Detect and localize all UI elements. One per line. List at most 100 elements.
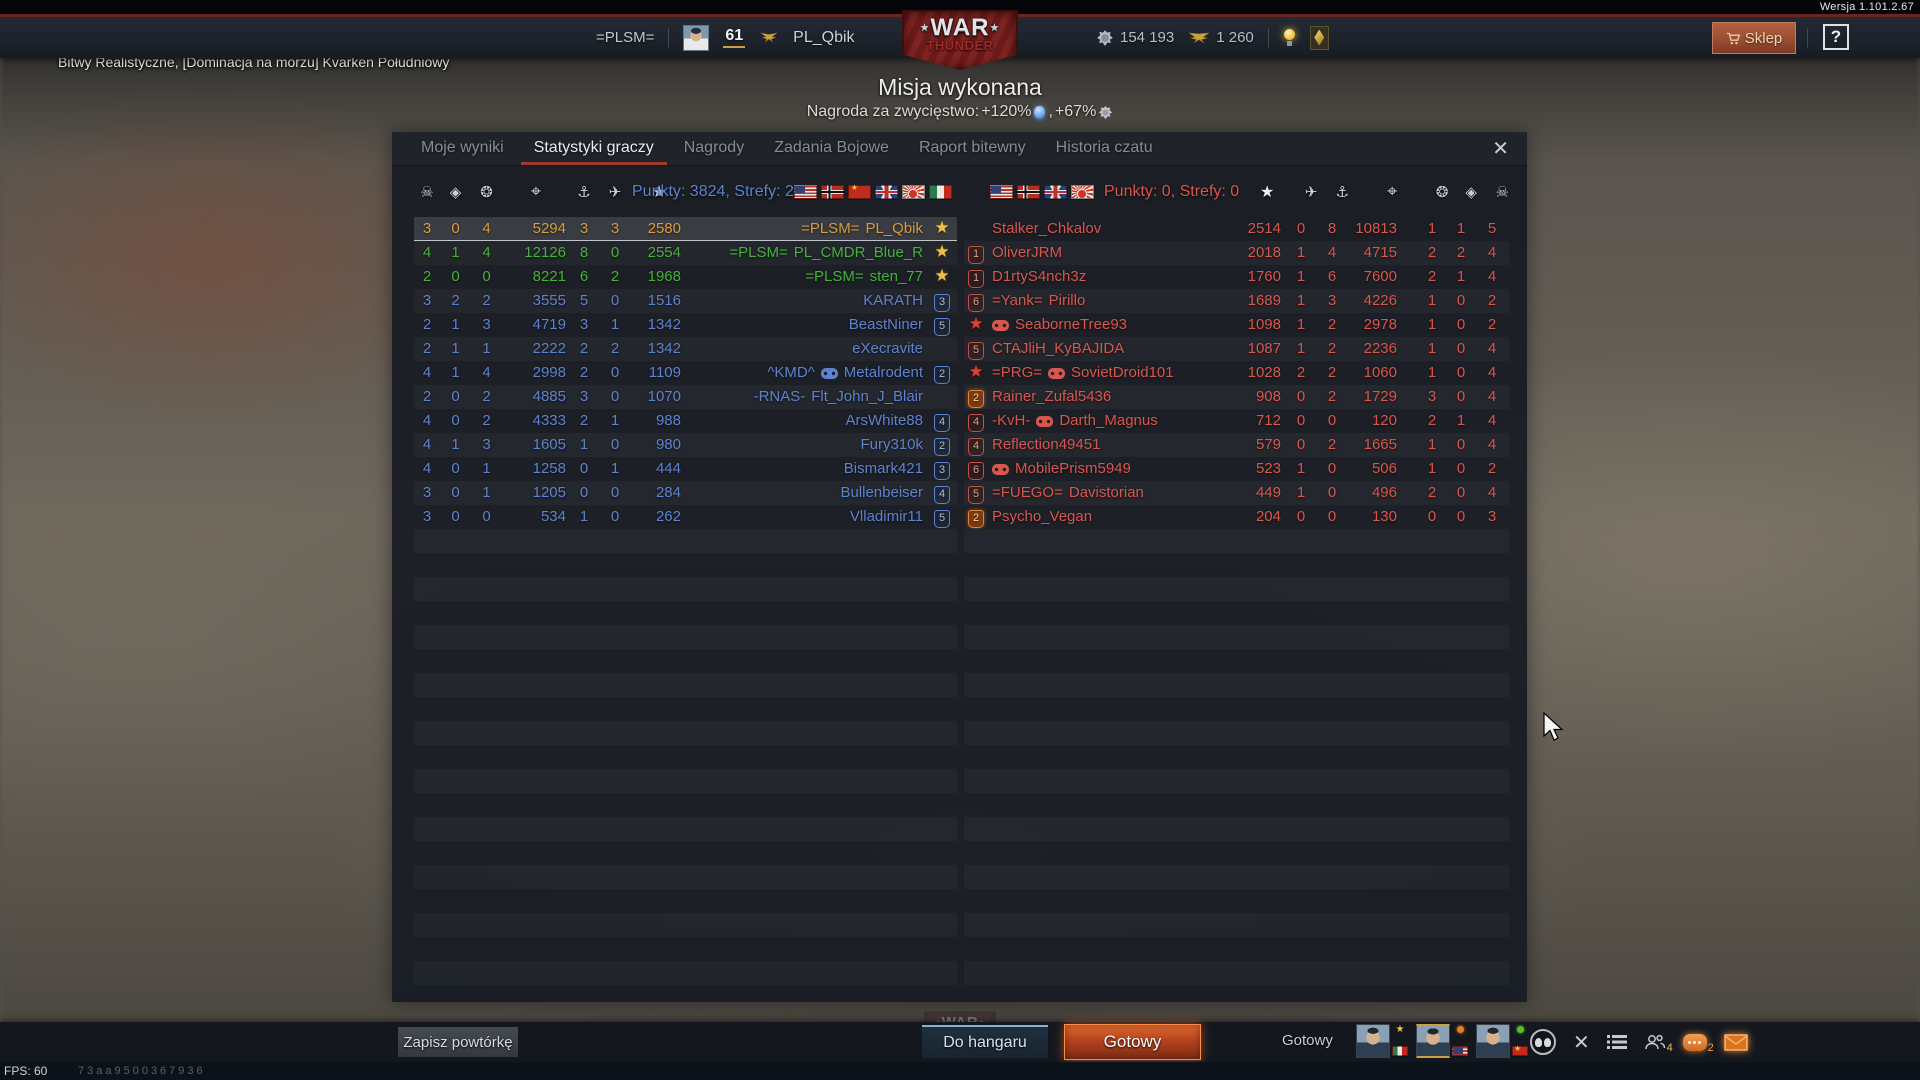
tab-nagrody[interactable]: Nagrody — [683, 139, 745, 156]
session-id: 73aa9500367936 — [78, 1065, 206, 1077]
flag-germany-icon — [1017, 184, 1040, 199]
stat-awards: 3 — [1427, 388, 1437, 405]
squad-member-avatar[interactable] — [1476, 1024, 1528, 1058]
tab-raport-bitewny[interactable]: Raport bitewny — [918, 139, 1026, 156]
table-row[interactable]: 3 0 1 1205 0 0 284 Bullenbeiser 4 — [414, 481, 957, 505]
silver-lions[interactable]: 154 193 — [1096, 29, 1174, 47]
battle-log-icon[interactable] — [1606, 1034, 1627, 1050]
tab-statystyki-graczy[interactable]: Statystyki graczy — [520, 132, 667, 165]
tab-moje-wyniki[interactable]: Moje wyniki — [421, 139, 504, 156]
stat-awards: 2 — [1427, 484, 1437, 501]
avatar-status: ★ — [1392, 1024, 1408, 1058]
table-row[interactable]: 2 1 3 4719 3 1 1342 BeastNiner 5 — [414, 313, 957, 337]
stat-kills: 4 — [1487, 388, 1497, 405]
players-online-icon[interactable]: 4 — [1644, 1033, 1673, 1054]
table-row[interactable]: 2 Psycho_Vegan 204 0 0 130 0 0 3 — [964, 505, 1509, 529]
player-name: Bismark421 — [686, 457, 927, 481]
table-row[interactable]: 1 D1rtyS4nch3z 1760 1 6 7600 2 1 4 — [964, 265, 1509, 289]
table-row[interactable]: 5 CTAJliH_KyBAJIDA 1087 1 2 2236 1 0 4 — [964, 337, 1509, 361]
help-button[interactable]: ? — [1823, 24, 1849, 50]
table-row[interactable]: Stalker_Chkalov 2514 0 8 10813 1 1 5 — [964, 217, 1509, 241]
player-name: Reflection49451 — [988, 433, 1229, 457]
table-row[interactable]: 4 -KvH- Darth_Magnus 712 0 0 120 2 1 4 — [964, 409, 1509, 433]
close-icon[interactable]: ✕ — [1492, 138, 1509, 160]
stat-air-kills: 1 — [610, 412, 620, 429]
talisman-icon[interactable] — [1309, 25, 1329, 50]
player-name[interactable]: PL_Qbik — [793, 28, 855, 46]
allied-flags — [793, 183, 952, 199]
tab-zadania-bojowe[interactable]: Zadania Bojowe — [774, 139, 889, 156]
badge-cell: 2 — [964, 505, 988, 529]
table-row[interactable]: 6 MobilePrism5949 523 1 0 506 1 0 2 — [964, 457, 1509, 481]
to-hangar-button[interactable]: Do hangaru — [922, 1025, 1048, 1058]
player-name-text: SeaborneTree93 — [1015, 316, 1128, 333]
player-name-text: sten_77 — [869, 268, 923, 285]
leave-squad-icon[interactable]: ✕ — [1573, 1030, 1590, 1054]
table-row[interactable]: 3 0 0 534 1 0 262 Vlladimir11 5 — [414, 505, 957, 529]
stat-naval-kills: 2 — [1327, 388, 1337, 405]
stat-awards: 1 — [1427, 436, 1437, 453]
war-thunder-logo: ★WAR★ THUNDER — [902, 10, 1018, 70]
tab-historia-czatu[interactable]: Historia czatu — [1055, 139, 1153, 156]
squad-member-avatar[interactable]: ★ — [1356, 1024, 1408, 1058]
table-row[interactable]: 5 =FUEGO= Davistorian 449 1 0 496 2 0 4 — [964, 481, 1509, 505]
stat-kills: 2 — [1487, 460, 1497, 477]
assists-column-icon: ◈ — [449, 182, 462, 201]
player-avatar[interactable] — [683, 24, 710, 51]
stat-air-kills: 0 — [610, 292, 620, 309]
naval-kills-column-icon: ⚓ — [577, 182, 591, 201]
stat-awards: 2 — [482, 412, 491, 429]
squad-member-avatar[interactable] — [1416, 1024, 1468, 1058]
table-row[interactable]: 4 0 1 1258 0 1 444 Bismark421 3 — [414, 457, 957, 481]
table-row[interactable]: 4 1 3 1605 1 0 980 Fury310k 2 — [414, 433, 957, 457]
voice-chat-icon[interactable] — [1530, 1029, 1556, 1055]
mission-title: Misja wykonana — [878, 74, 1042, 100]
stat-assists: 0 — [1456, 508, 1466, 525]
clan-tag[interactable]: =PLSM= — [596, 29, 655, 46]
save-replay-button[interactable]: Zapisz powtórkę — [398, 1027, 518, 1057]
table-row[interactable]: ★ =PRG= SovietDroid101 1028 2 2 1060 1 0 4 — [964, 361, 1509, 385]
table-row[interactable]: 4 0 2 4333 2 1 988 ArsWhite88 4 — [414, 409, 957, 433]
stat-air-kills: 1 — [1296, 268, 1306, 285]
stat-naval-kills: 0 — [1327, 484, 1337, 501]
table-row[interactable]: 2 1 1 2222 2 2 1342 eXecravite — [414, 337, 957, 361]
rank-badge: 1 — [968, 245, 984, 264]
stat-damage: 2978 — [1363, 316, 1397, 333]
footer-strip: FPS: 60 73aa9500367936 — [0, 1062, 1920, 1080]
table-row[interactable]: 4 1 4 2998 2 0 1109 ^KMD^ Metalrodent 2 — [414, 361, 957, 385]
golden-eagles[interactable]: 1 260 — [1188, 29, 1254, 46]
player-name-text: D1rtyS4nch3z — [992, 268, 1087, 285]
table-row[interactable]: 2 0 0 8221 6 2 1968 =PLSM= sten_77 ★ — [414, 265, 957, 289]
stat-air-kills: 1 — [1296, 244, 1306, 261]
ready-button[interactable]: Gotowy — [1064, 1024, 1201, 1060]
table-row[interactable]: 3 0 4 5294 3 3 2580 =PLSM= PL_Qbik ★ — [414, 217, 957, 241]
flag-usa-icon — [1452, 1046, 1468, 1056]
stat-awards: 1 — [482, 460, 491, 477]
stat-naval-kills: 0 — [1327, 508, 1337, 525]
stat-damage: 4885 — [532, 388, 566, 405]
table-row[interactable]: 4 Reflection49451 579 0 2 1665 1 0 4 — [964, 433, 1509, 457]
shop-button[interactable]: Sklep — [1712, 22, 1796, 54]
idea-bulb-icon[interactable] — [1283, 29, 1296, 46]
mail-icon[interactable] — [1724, 1033, 1748, 1051]
table-row[interactable]: 6 =Yank= Pirillo 1689 1 3 4226 1 0 2 — [964, 289, 1509, 313]
table-row[interactable]: 4 1 4 12126 8 0 2554 =PLSM= PL_CMDR_Blue_R ★ — [414, 241, 957, 265]
status-dot — [1516, 1026, 1524, 1033]
stat-damage: 130 — [1371, 508, 1397, 525]
stat-air-kills: 1 — [1296, 484, 1306, 501]
badge-cell: 5 — [927, 313, 957, 337]
stat-awards: 2 — [1427, 412, 1437, 429]
table-row[interactable]: 1 OliverJRM 2018 1 4 4715 2 2 4 — [964, 241, 1509, 265]
table-row[interactable]: ★ SeaborneTree93 1098 1 2 2978 1 0 2 — [964, 313, 1509, 337]
chat-icon[interactable]: 2 — [1682, 1033, 1714, 1054]
badge-cell: 6 — [964, 457, 988, 481]
stat-naval-kills: 5 — [579, 292, 589, 309]
avatar-portrait — [1416, 1024, 1450, 1058]
stat-kills: 4 — [422, 436, 432, 453]
table-row[interactable]: 3 2 2 3555 5 0 1516 KARATH 3 — [414, 289, 957, 313]
table-row[interactable]: 2 Rainer_Zufal5436 908 0 2 1729 3 0 4 — [964, 385, 1509, 409]
stat-score: 980 — [655, 436, 681, 453]
table-row[interactable]: 2 0 2 4885 3 0 1070 -RNAS- Flt_John_J_Blair — [414, 385, 957, 409]
results-panel: Moje wyniki Statystyki graczy Nagrody Zadan… — [392, 132, 1527, 1002]
red-star-badge: ★ — [968, 314, 984, 334]
